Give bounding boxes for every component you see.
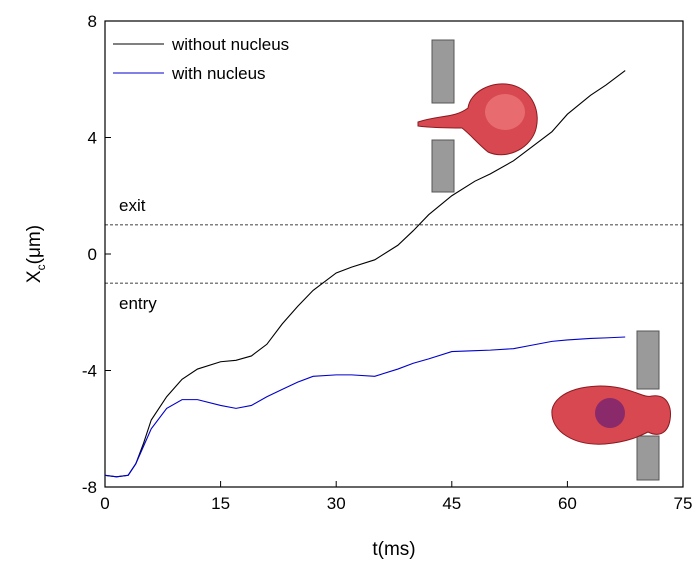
y-tick-label: -4 bbox=[82, 362, 97, 381]
inset-top bbox=[417, 39, 538, 193]
reference-label: exit bbox=[119, 196, 146, 215]
x-tick-label: 30 bbox=[327, 494, 346, 513]
y-tick-label: 0 bbox=[88, 245, 97, 264]
x-tick-label: 60 bbox=[558, 494, 577, 513]
x-tick-label: 0 bbox=[100, 494, 109, 513]
reference-label: entry bbox=[119, 294, 157, 313]
x-tick-label: 75 bbox=[674, 494, 693, 513]
y-tick-label: 8 bbox=[88, 12, 97, 31]
series-line bbox=[104, 70, 626, 478]
y-tick-label: -8 bbox=[82, 478, 97, 497]
inset-bottom bbox=[551, 330, 671, 481]
series-line bbox=[104, 336, 626, 478]
x-axis-label: t(ms) bbox=[372, 539, 415, 560]
x-tick-label: 15 bbox=[211, 494, 230, 513]
legend-label: without nucleus bbox=[171, 35, 289, 54]
y-axis-label: Xc(μm) bbox=[24, 225, 48, 283]
x-tick-label: 45 bbox=[442, 494, 461, 513]
y-label-main: X bbox=[24, 270, 45, 283]
y-label-rest: (μm) bbox=[24, 225, 45, 264]
y-tick-label: 4 bbox=[88, 129, 97, 148]
y-label-sub: c bbox=[34, 264, 48, 270]
legend-label: with nucleus bbox=[171, 64, 266, 83]
